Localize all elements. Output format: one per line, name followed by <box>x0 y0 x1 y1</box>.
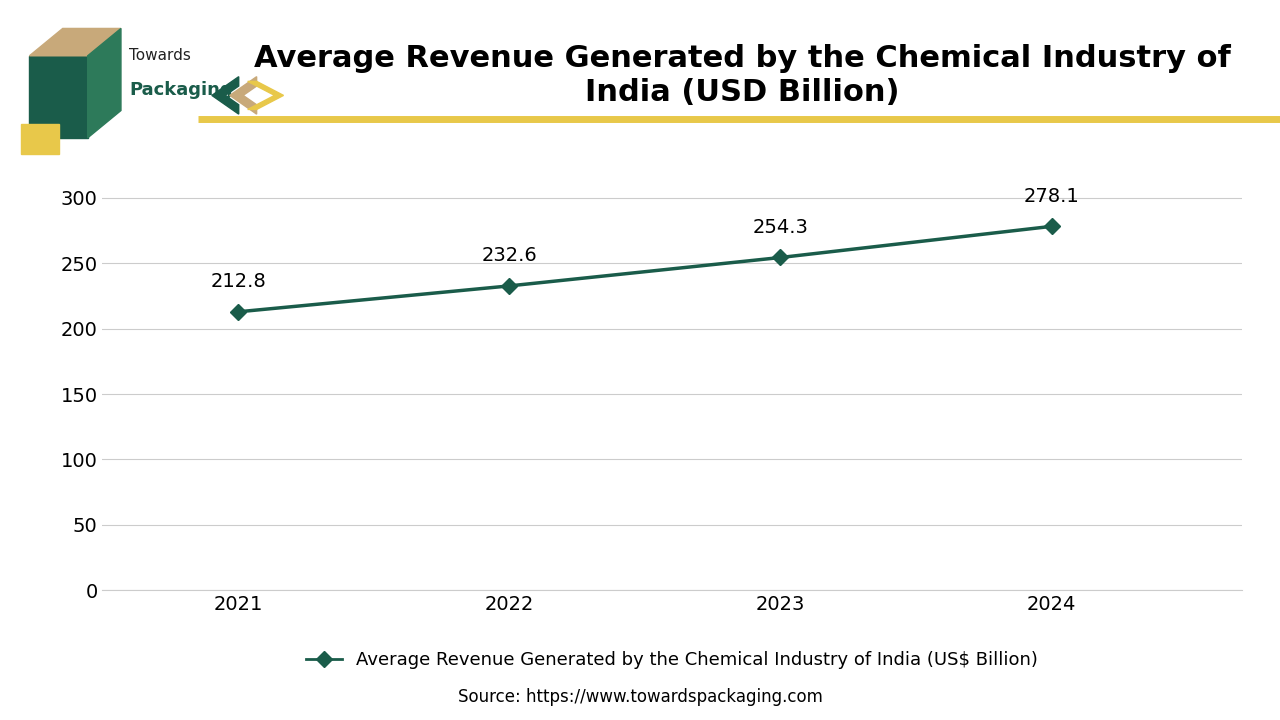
Polygon shape <box>212 77 238 114</box>
Text: 254.3: 254.3 <box>753 217 809 237</box>
Text: Towards: Towards <box>129 48 191 63</box>
Polygon shape <box>29 29 120 55</box>
Polygon shape <box>87 29 120 138</box>
Text: 278.1: 278.1 <box>1024 186 1079 205</box>
Polygon shape <box>248 81 284 109</box>
Text: Average Revenue Generated by the Chemical Industry of
India (USD Billion): Average Revenue Generated by the Chemica… <box>253 45 1231 107</box>
Polygon shape <box>29 55 87 138</box>
Text: 232.6: 232.6 <box>481 246 538 265</box>
Legend: Average Revenue Generated by the Chemical Industry of India (US$ Billion): Average Revenue Generated by the Chemica… <box>298 644 1046 676</box>
Polygon shape <box>20 124 59 154</box>
Text: Source: https://www.towardspackaging.com: Source: https://www.towardspackaging.com <box>457 688 823 706</box>
Polygon shape <box>230 77 256 114</box>
Text: 212.8: 212.8 <box>210 272 266 291</box>
Text: Packaging: Packaging <box>129 81 233 99</box>
